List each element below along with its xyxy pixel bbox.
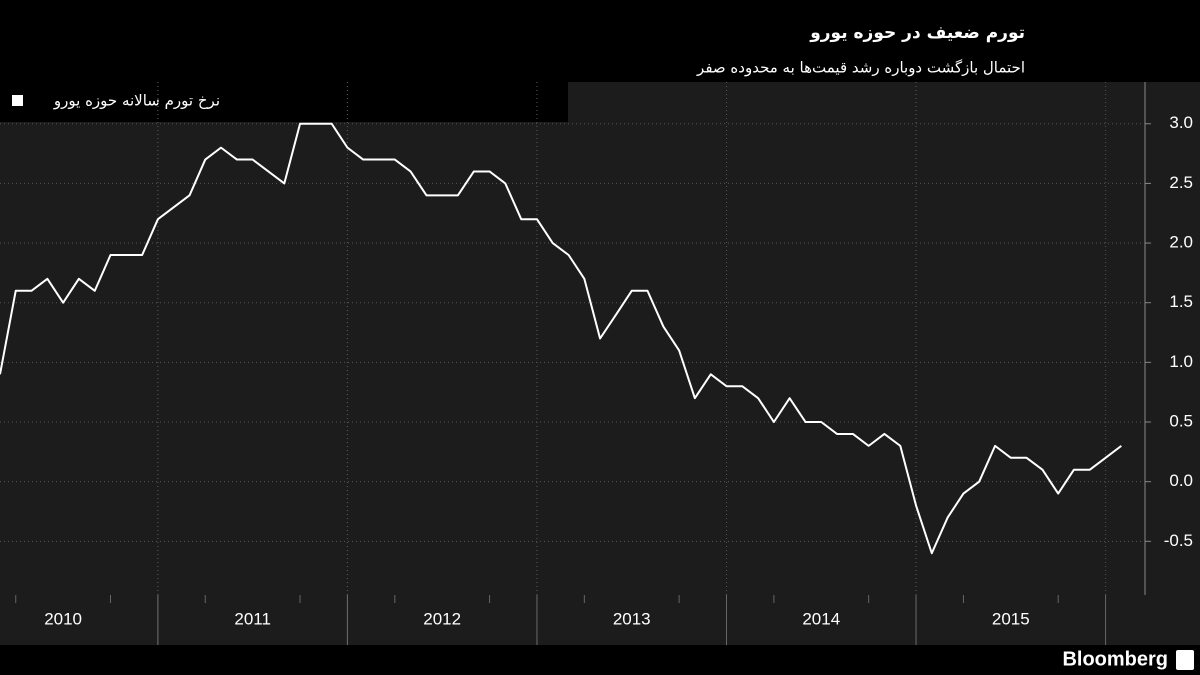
chart-subtitle: احتمال بازگشت دوباره رشد قیمت‌ها به محدو…	[696, 59, 1025, 77]
plot-background	[0, 82, 1200, 645]
x-tick-label: 2012	[423, 609, 461, 628]
y-tick-label: -0.5	[1164, 531, 1193, 550]
legend	[0, 82, 568, 122]
x-tick-label: 2011	[234, 609, 271, 628]
x-tick-label: 2010	[44, 609, 82, 628]
x-tick-label: 2015	[992, 609, 1030, 628]
y-tick-label: 1.0	[1169, 352, 1193, 371]
y-tick-label: 1.5	[1169, 292, 1193, 311]
y-tick-label: 0.5	[1169, 411, 1193, 430]
logo-icon	[1176, 650, 1194, 670]
legend-label: نرخ تورم سالانه حوزه یورو	[53, 92, 220, 110]
x-tick-label: 2014	[802, 609, 840, 628]
y-tick-label: 2.5	[1169, 173, 1193, 192]
y-tick-label: 3.0	[1169, 113, 1193, 132]
chart-title: تورم ضعیف در حوزه یورو	[809, 23, 1025, 43]
legend-swatch	[12, 95, 23, 106]
x-tick-label: 2013	[613, 609, 651, 628]
source: Bloomberg	[1062, 648, 1168, 670]
y-tick-label: 0.0	[1169, 471, 1193, 490]
y-tick-label: 2.0	[1169, 233, 1193, 252]
series-line	[0, 122, 1122, 555]
